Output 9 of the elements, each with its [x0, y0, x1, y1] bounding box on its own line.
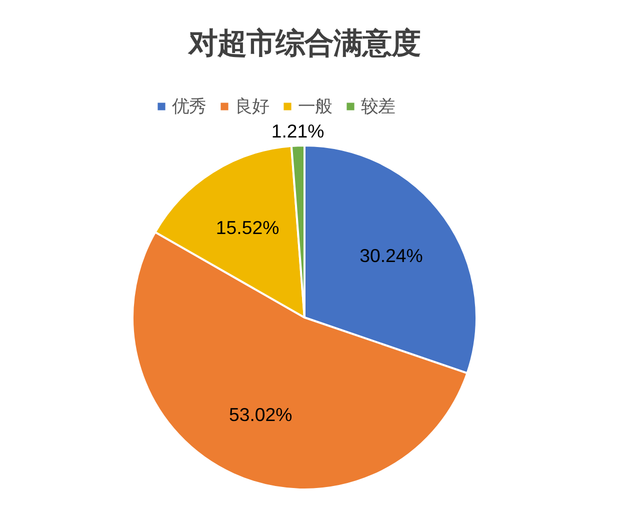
data-label: 15.52%: [216, 216, 280, 238]
legend-label: 优秀: [172, 96, 206, 118]
legend-label: 良好: [235, 96, 269, 118]
data-label: 53.02%: [228, 404, 292, 426]
chart-title: 对超市综合满意度: [188, 25, 420, 60]
legend-label: 较差: [361, 96, 395, 118]
data-label: 30.24%: [360, 244, 423, 266]
legend-label: 一般: [298, 96, 332, 118]
data-label: 1.21%: [271, 120, 324, 142]
